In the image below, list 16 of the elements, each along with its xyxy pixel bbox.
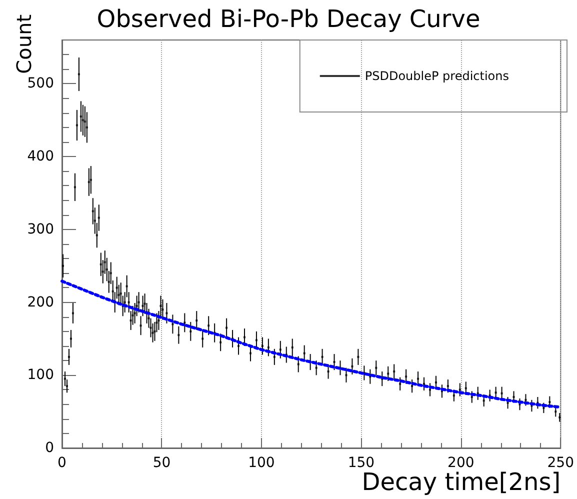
legend-label: PSDDoubleP predictions	[364, 69, 509, 83]
y-tick-label: 100	[27, 367, 54, 384]
y-axis-title: Count	[12, 14, 36, 74]
y-tick-label: 400	[27, 148, 54, 165]
y-tick-label: 500	[27, 76, 54, 92]
y-tick-label: 200	[27, 294, 54, 310]
x-tick-label: 100	[248, 455, 275, 471]
x-tick-label: 250	[547, 455, 574, 471]
y-tick-label: 300	[27, 221, 54, 238]
x-tick-label: 50	[152, 455, 171, 471]
chart-title: Observed Bi-Po-Pb Decay Curve	[96, 5, 480, 33]
x-axis-title: Decay time[2ns]	[362, 468, 561, 496]
y-tick-label: 0	[45, 440, 54, 456]
x-tick-label: 150	[348, 455, 375, 471]
x-tick-label: 200	[448, 455, 474, 471]
x-tick-label: 0	[58, 455, 66, 471]
